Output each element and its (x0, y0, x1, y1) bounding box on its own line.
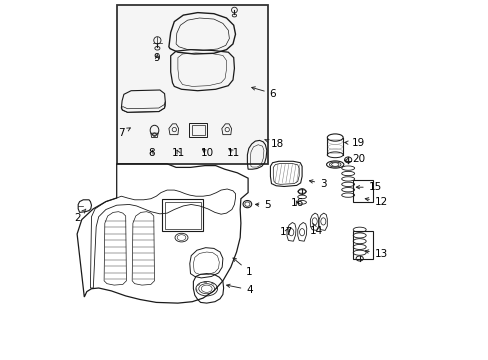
Bar (117, 5, 267, 164)
Text: 17: 17 (279, 227, 292, 237)
Text: 8: 8 (148, 148, 155, 158)
Text: 3: 3 (309, 179, 326, 189)
Bar (164, 202, 200, 229)
Text: 5: 5 (255, 200, 270, 210)
Text: 18: 18 (264, 139, 283, 149)
Text: 9: 9 (153, 53, 160, 63)
Text: 13: 13 (365, 249, 387, 259)
Text: 2: 2 (75, 209, 86, 223)
Text: 1: 1 (233, 258, 252, 277)
Bar (352, 231, 373, 259)
Text: 12: 12 (365, 197, 387, 207)
Bar (189, 123, 207, 137)
Text: 19: 19 (344, 138, 364, 148)
Text: 11: 11 (171, 148, 184, 158)
Text: 7: 7 (118, 128, 130, 138)
Text: 11: 11 (227, 148, 240, 158)
Text: 14: 14 (309, 223, 323, 236)
Text: 15: 15 (356, 182, 381, 192)
Bar (162, 199, 203, 231)
Bar (352, 180, 373, 202)
Text: 16: 16 (290, 198, 303, 208)
Text: 20: 20 (344, 154, 364, 164)
Text: 4: 4 (226, 284, 252, 295)
Bar (192, 125, 204, 135)
Text: 6: 6 (251, 87, 276, 99)
Text: 10: 10 (200, 148, 213, 158)
